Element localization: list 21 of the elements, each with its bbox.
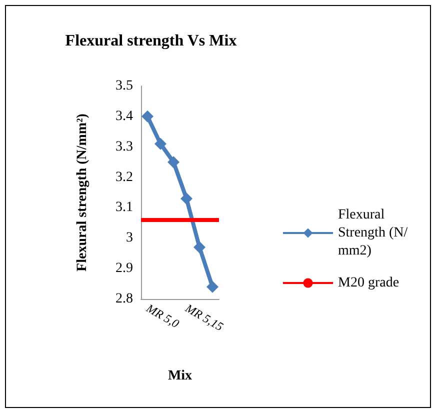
chart-title: Flexural strength Vs Mix: [65, 32, 237, 50]
point: [168, 156, 180, 168]
y-tick-label: 2.8: [116, 292, 133, 306]
y-tick-label: 3.3: [116, 139, 133, 154]
point: [194, 241, 206, 254]
y-tick-label: 3.5: [116, 78, 133, 94]
x-tick-label: MR 5,15: [182, 300, 226, 334]
legend-label: M20 grade: [338, 276, 400, 290]
point: [154, 138, 166, 150]
x-tick-label: MR 5,0: [143, 300, 182, 331]
y-tick-label: 3: [126, 230, 133, 246]
y-tick-label: 2.9: [116, 261, 133, 276]
point: [206, 280, 218, 293]
y-tick-label: 3.2: [116, 170, 133, 185]
point: [180, 192, 192, 205]
x-axis-title: Mix: [168, 368, 192, 384]
point: [142, 110, 154, 122]
legend-label: Flexural Strength (N/mm2): [338, 208, 408, 258]
y-axis-title: Flexural strength (N/mm²): [75, 113, 90, 272]
y-tick-label: 3.4: [116, 108, 133, 124]
y-tick-label: 3.1: [116, 200, 133, 216]
